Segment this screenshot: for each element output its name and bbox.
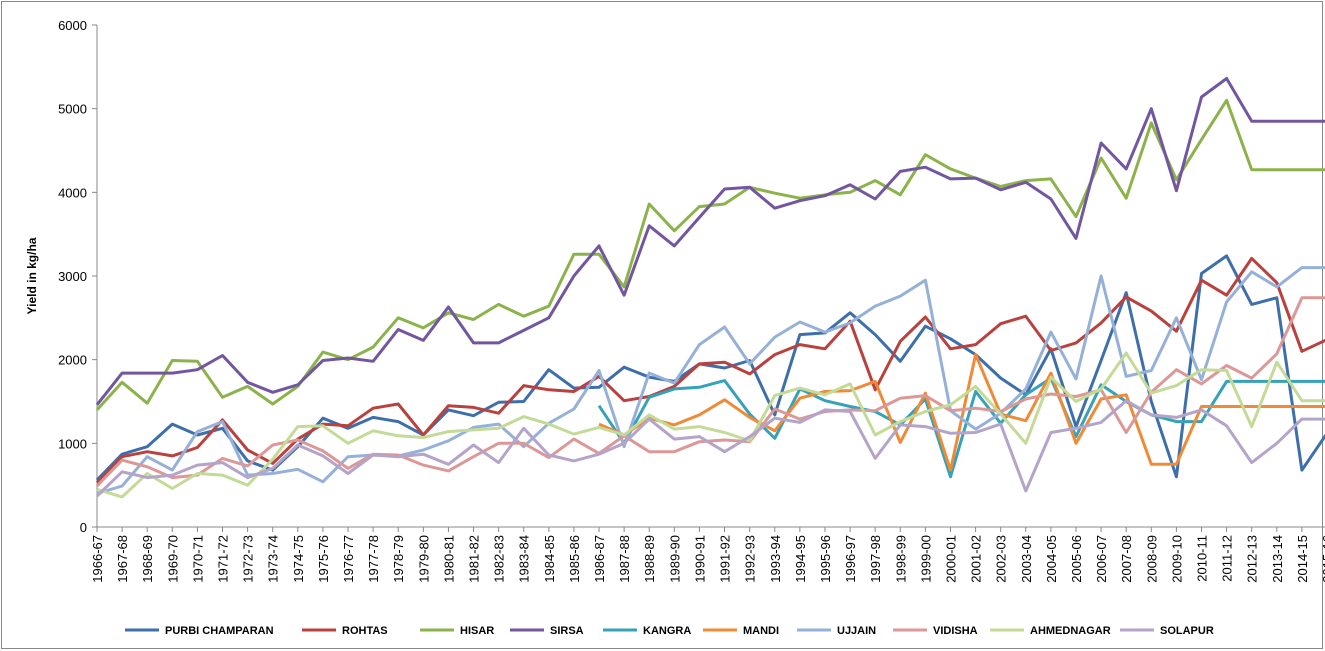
x-tick-label: 1991-92 — [718, 535, 733, 583]
legend-label: SOLAPUR — [1160, 625, 1214, 637]
x-tick-label: 1977-78 — [366, 535, 381, 583]
x-tick-label: 1966-67 — [90, 535, 105, 583]
x-tick-label: 1979-80 — [416, 535, 431, 583]
y-tick-label: 4000 — [58, 185, 87, 200]
x-tick-label: 2003-04 — [1019, 535, 1034, 583]
y-tick-label: 1000 — [58, 436, 87, 451]
series-line — [95, 256, 1325, 484]
legend-label: VIDISHA — [933, 625, 978, 637]
x-tick-label: 1980-81 — [441, 535, 456, 583]
legend-label: UJJAIN — [837, 625, 876, 637]
x-tick-label: 1992-93 — [743, 535, 758, 583]
x-tick-label: 1985-86 — [567, 535, 582, 583]
x-tick-label: 1982-83 — [492, 535, 507, 583]
x-tick-label: 2006-07 — [1094, 535, 1109, 583]
x-tick-label: 1975-76 — [316, 535, 331, 583]
x-tick-label: 1996-97 — [843, 535, 858, 583]
x-tick-label: 2012-13 — [1245, 535, 1260, 583]
x-tick-label: 1968-69 — [140, 535, 155, 583]
y-tick-label: 3000 — [58, 269, 87, 284]
x-tick-label: 2014-15 — [1295, 535, 1310, 583]
legend-label: KANGRA — [643, 625, 691, 637]
x-tick-label: 1990-91 — [692, 535, 707, 583]
legend-label: ROHTAS — [342, 625, 388, 637]
legend-label: HISAR — [460, 625, 494, 637]
y-tick-label: 6000 — [58, 18, 87, 33]
y-tick-label: 5000 — [58, 102, 87, 117]
x-tick-label: 1983-84 — [517, 535, 532, 583]
series-line — [95, 77, 1325, 406]
x-tick-label: 1993-94 — [768, 535, 783, 583]
y-tick-label: 0 — [80, 520, 87, 535]
legend-label: AHMEDNAGAR — [1030, 625, 1111, 637]
x-tick-label: 2004-05 — [1044, 535, 1059, 583]
x-tick-label: 2002-03 — [994, 535, 1009, 583]
x-tick-label: 1997-98 — [868, 535, 883, 583]
x-tick-label: 2015-16 — [1320, 535, 1325, 583]
series-line — [95, 296, 1325, 488]
x-tick-label: 1967-68 — [115, 535, 130, 583]
x-tick-label: 2009-10 — [1169, 535, 1184, 583]
x-tick-label: 1974-75 — [291, 535, 306, 583]
x-tick-label: 2011-12 — [1220, 535, 1235, 582]
x-tick-label: 1984-85 — [542, 535, 557, 583]
legend-label: PURBI CHAMPARAN — [165, 625, 274, 637]
x-tick-label: 1987-88 — [617, 535, 632, 583]
x-tick-label: 2008-09 — [1144, 535, 1159, 583]
x-tick-label: 1978-79 — [391, 535, 406, 583]
series-line — [95, 399, 1325, 498]
x-tick-label: 1995-96 — [818, 535, 833, 583]
x-tick-label: 1994-95 — [793, 535, 808, 583]
x-tick-label: 2005-06 — [1069, 535, 1084, 583]
x-tick-label: 1970-71 — [190, 535, 205, 583]
x-tick-label: 1988-89 — [642, 535, 657, 583]
x-tick-label: 2000-01 — [943, 535, 958, 583]
x-tick-label: 1999-00 — [918, 535, 933, 583]
x-tick-label: 1969-70 — [165, 535, 180, 583]
x-tick-label: 2001-02 — [969, 535, 984, 583]
x-tick-label: 1981-82 — [467, 535, 482, 583]
x-tick-label: 2007-08 — [1119, 535, 1134, 583]
x-tick-label: 1971-72 — [216, 535, 231, 583]
legend-label: MANDI — [743, 625, 779, 637]
x-tick-label: 1986-87 — [592, 535, 607, 583]
x-tick-label: 2013-14 — [1270, 535, 1285, 583]
x-tick-label: 1972-73 — [241, 535, 256, 583]
series-line — [598, 353, 1325, 472]
series-line — [96, 351, 1325, 499]
x-tick-label: 1989-90 — [667, 535, 682, 583]
x-tick-label: 1998-99 — [893, 535, 908, 583]
x-tick-label: 1973-74 — [266, 535, 281, 583]
y-axis-label: Yield in kg/ha — [25, 237, 39, 314]
x-tick-label: 1976-77 — [341, 535, 356, 583]
y-tick-label: 2000 — [58, 353, 87, 368]
x-tick-label: 2010-11 — [1194, 535, 1209, 582]
legend-label: SIRSA — [550, 625, 584, 637]
